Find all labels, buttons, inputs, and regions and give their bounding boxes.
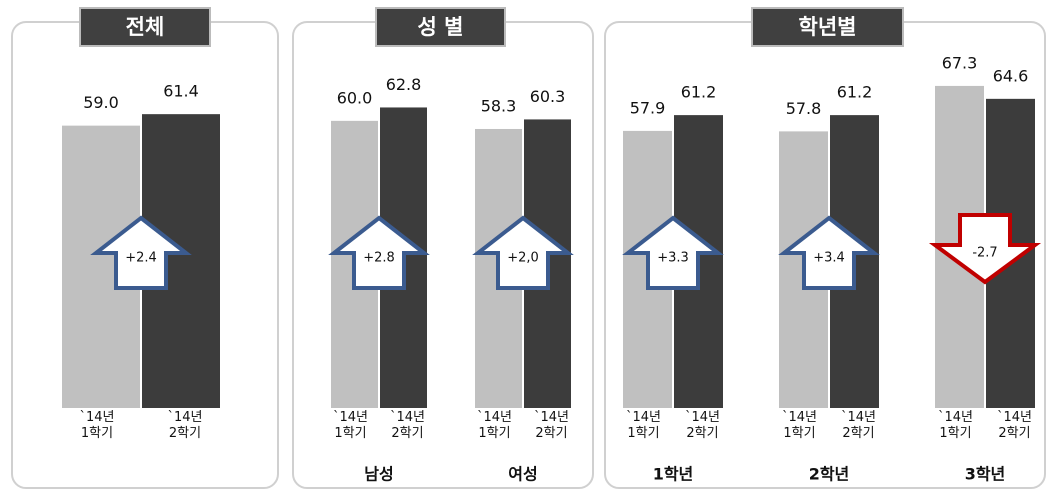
value-label: 61.2 [837, 83, 873, 102]
value-label: 61.4 [163, 82, 199, 101]
series-label: `14년 2학기 [389, 410, 425, 441]
series-label: `14년 2학기 [533, 410, 569, 441]
panel-title-box [375, 7, 506, 47]
change-label: +2.4 [125, 251, 157, 266]
series-label: `14년 2학기 [840, 410, 876, 441]
change-label: -2.7 [972, 246, 997, 261]
category-label: 남성 [364, 465, 393, 484]
change-arrow [472, 215, 574, 290]
series-label: `14년 1학기 [781, 410, 817, 441]
value-label: 59.0 [83, 93, 119, 112]
series-label: `14년 1학기 [332, 410, 368, 441]
panel-title-box [751, 7, 904, 47]
value-label: 64.6 [993, 66, 1029, 85]
series-label: `14년 1학기 [625, 410, 661, 441]
change-arrow [622, 215, 724, 290]
value-label: 57.8 [786, 99, 822, 118]
change-label: +3.4 [813, 251, 845, 266]
value-label: 60.3 [530, 87, 566, 106]
series-label: `14년 2학기 [167, 410, 203, 441]
panel-title-box [79, 7, 211, 47]
panel-title: 성 별 [418, 15, 464, 39]
change-arrow [928, 213, 1042, 285]
category-label: 3학년 [965, 465, 1006, 484]
series-label: `14년 1학기 [476, 410, 512, 441]
value-label: 57.9 [630, 98, 666, 117]
series-label: `14년 1학기 [937, 410, 973, 441]
series-label: `14년 2학기 [684, 410, 720, 441]
change-arrow [778, 215, 880, 290]
category-label: 1학년 [653, 465, 694, 484]
series-label: `14년 1학기 [79, 410, 115, 441]
series-label: `14년 2학기 [996, 410, 1032, 441]
value-label: 62.8 [386, 75, 422, 94]
panel-title: 학년별 [799, 15, 857, 39]
value-label: 61.2 [681, 83, 717, 102]
category-label: 2학년 [809, 465, 850, 484]
category-label: 여성 [508, 465, 537, 484]
value-label: 60.0 [337, 88, 373, 107]
change-label: +3.3 [657, 251, 689, 266]
change-label: +2,0 [507, 251, 539, 266]
change-arrow [328, 215, 430, 290]
value-label: 58.3 [481, 96, 517, 115]
panel-title: 전체 [126, 15, 165, 39]
change-arrow [90, 215, 192, 290]
value-label: 67.3 [942, 53, 978, 72]
change-label: +2.8 [363, 251, 395, 266]
